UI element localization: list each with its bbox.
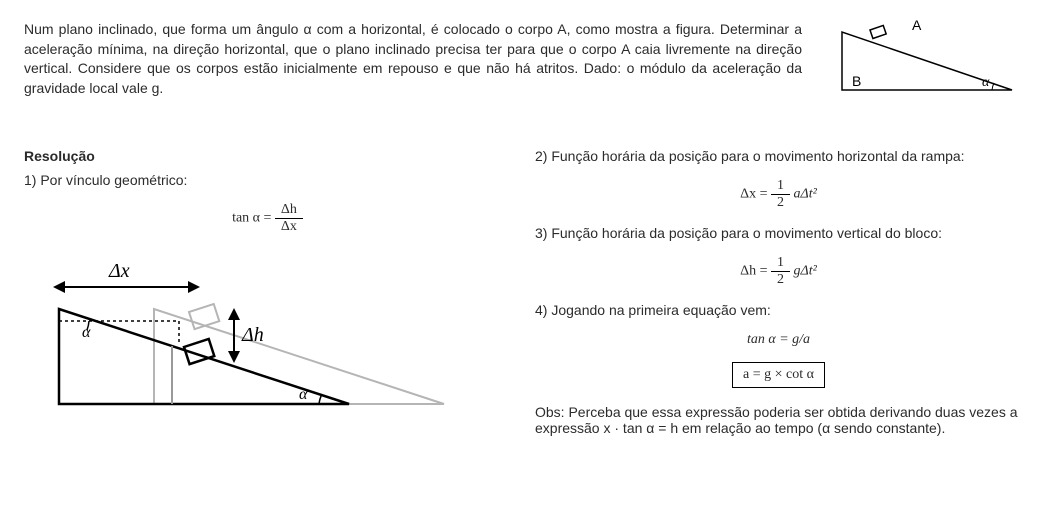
eq2-den: 2 bbox=[771, 195, 790, 211]
eq3-lhs: Δh bbox=[740, 264, 756, 279]
equation-4b: a = g × cot α bbox=[535, 362, 1022, 388]
eq1-num: Δh bbox=[275, 202, 303, 219]
equation-3: Δh = 1 2 gΔt² bbox=[535, 255, 1022, 288]
problem-statement: Num plano inclinado, que forma um ângulo… bbox=[24, 20, 802, 98]
dh-label: Δh bbox=[241, 324, 264, 346]
observation: Obs: Perceba que essa expressão poderia … bbox=[535, 404, 1022, 436]
eq2-num: 1 bbox=[771, 178, 790, 195]
eq1-lhs: tan α bbox=[232, 211, 260, 226]
dx-label: Δx bbox=[108, 260, 130, 282]
eq1-den: Δx bbox=[275, 219, 303, 235]
eq3-den: 2 bbox=[771, 272, 790, 288]
displacement-diagram: Δx Δh α α bbox=[24, 249, 454, 419]
equation-4a: tan α = g/a bbox=[535, 332, 1022, 348]
step-2: 2) Função horária da posição para o movi… bbox=[535, 148, 1022, 164]
step-3: 3) Função horária da posição para o movi… bbox=[535, 225, 1022, 241]
equation-1: tan α = Δh Δx bbox=[24, 202, 511, 235]
equation-2: Δx = 1 2 aΔt² bbox=[535, 178, 1022, 211]
alpha-upper: α bbox=[82, 324, 91, 341]
problem-diagram: A B α bbox=[832, 20, 1022, 100]
eq3-rest: gΔt² bbox=[794, 264, 817, 279]
label-A: A bbox=[912, 20, 922, 33]
eq3-num: 1 bbox=[771, 255, 790, 272]
label-B: B bbox=[852, 73, 861, 89]
step-1: 1) Por vínculo geométrico: bbox=[24, 172, 511, 188]
eq2-lhs: Δx bbox=[740, 187, 756, 202]
step-4: 4) Jogando na primeira equação vem: bbox=[535, 302, 1022, 318]
eq4a-text: tan α = g/a bbox=[747, 332, 810, 347]
label-alpha: α bbox=[982, 75, 990, 90]
solution-heading: Resolução bbox=[24, 148, 511, 164]
alpha-lower: α bbox=[299, 386, 308, 403]
eq2-rest: aΔt² bbox=[794, 187, 817, 202]
eq4b-box: a = g × cot α bbox=[732, 362, 825, 388]
